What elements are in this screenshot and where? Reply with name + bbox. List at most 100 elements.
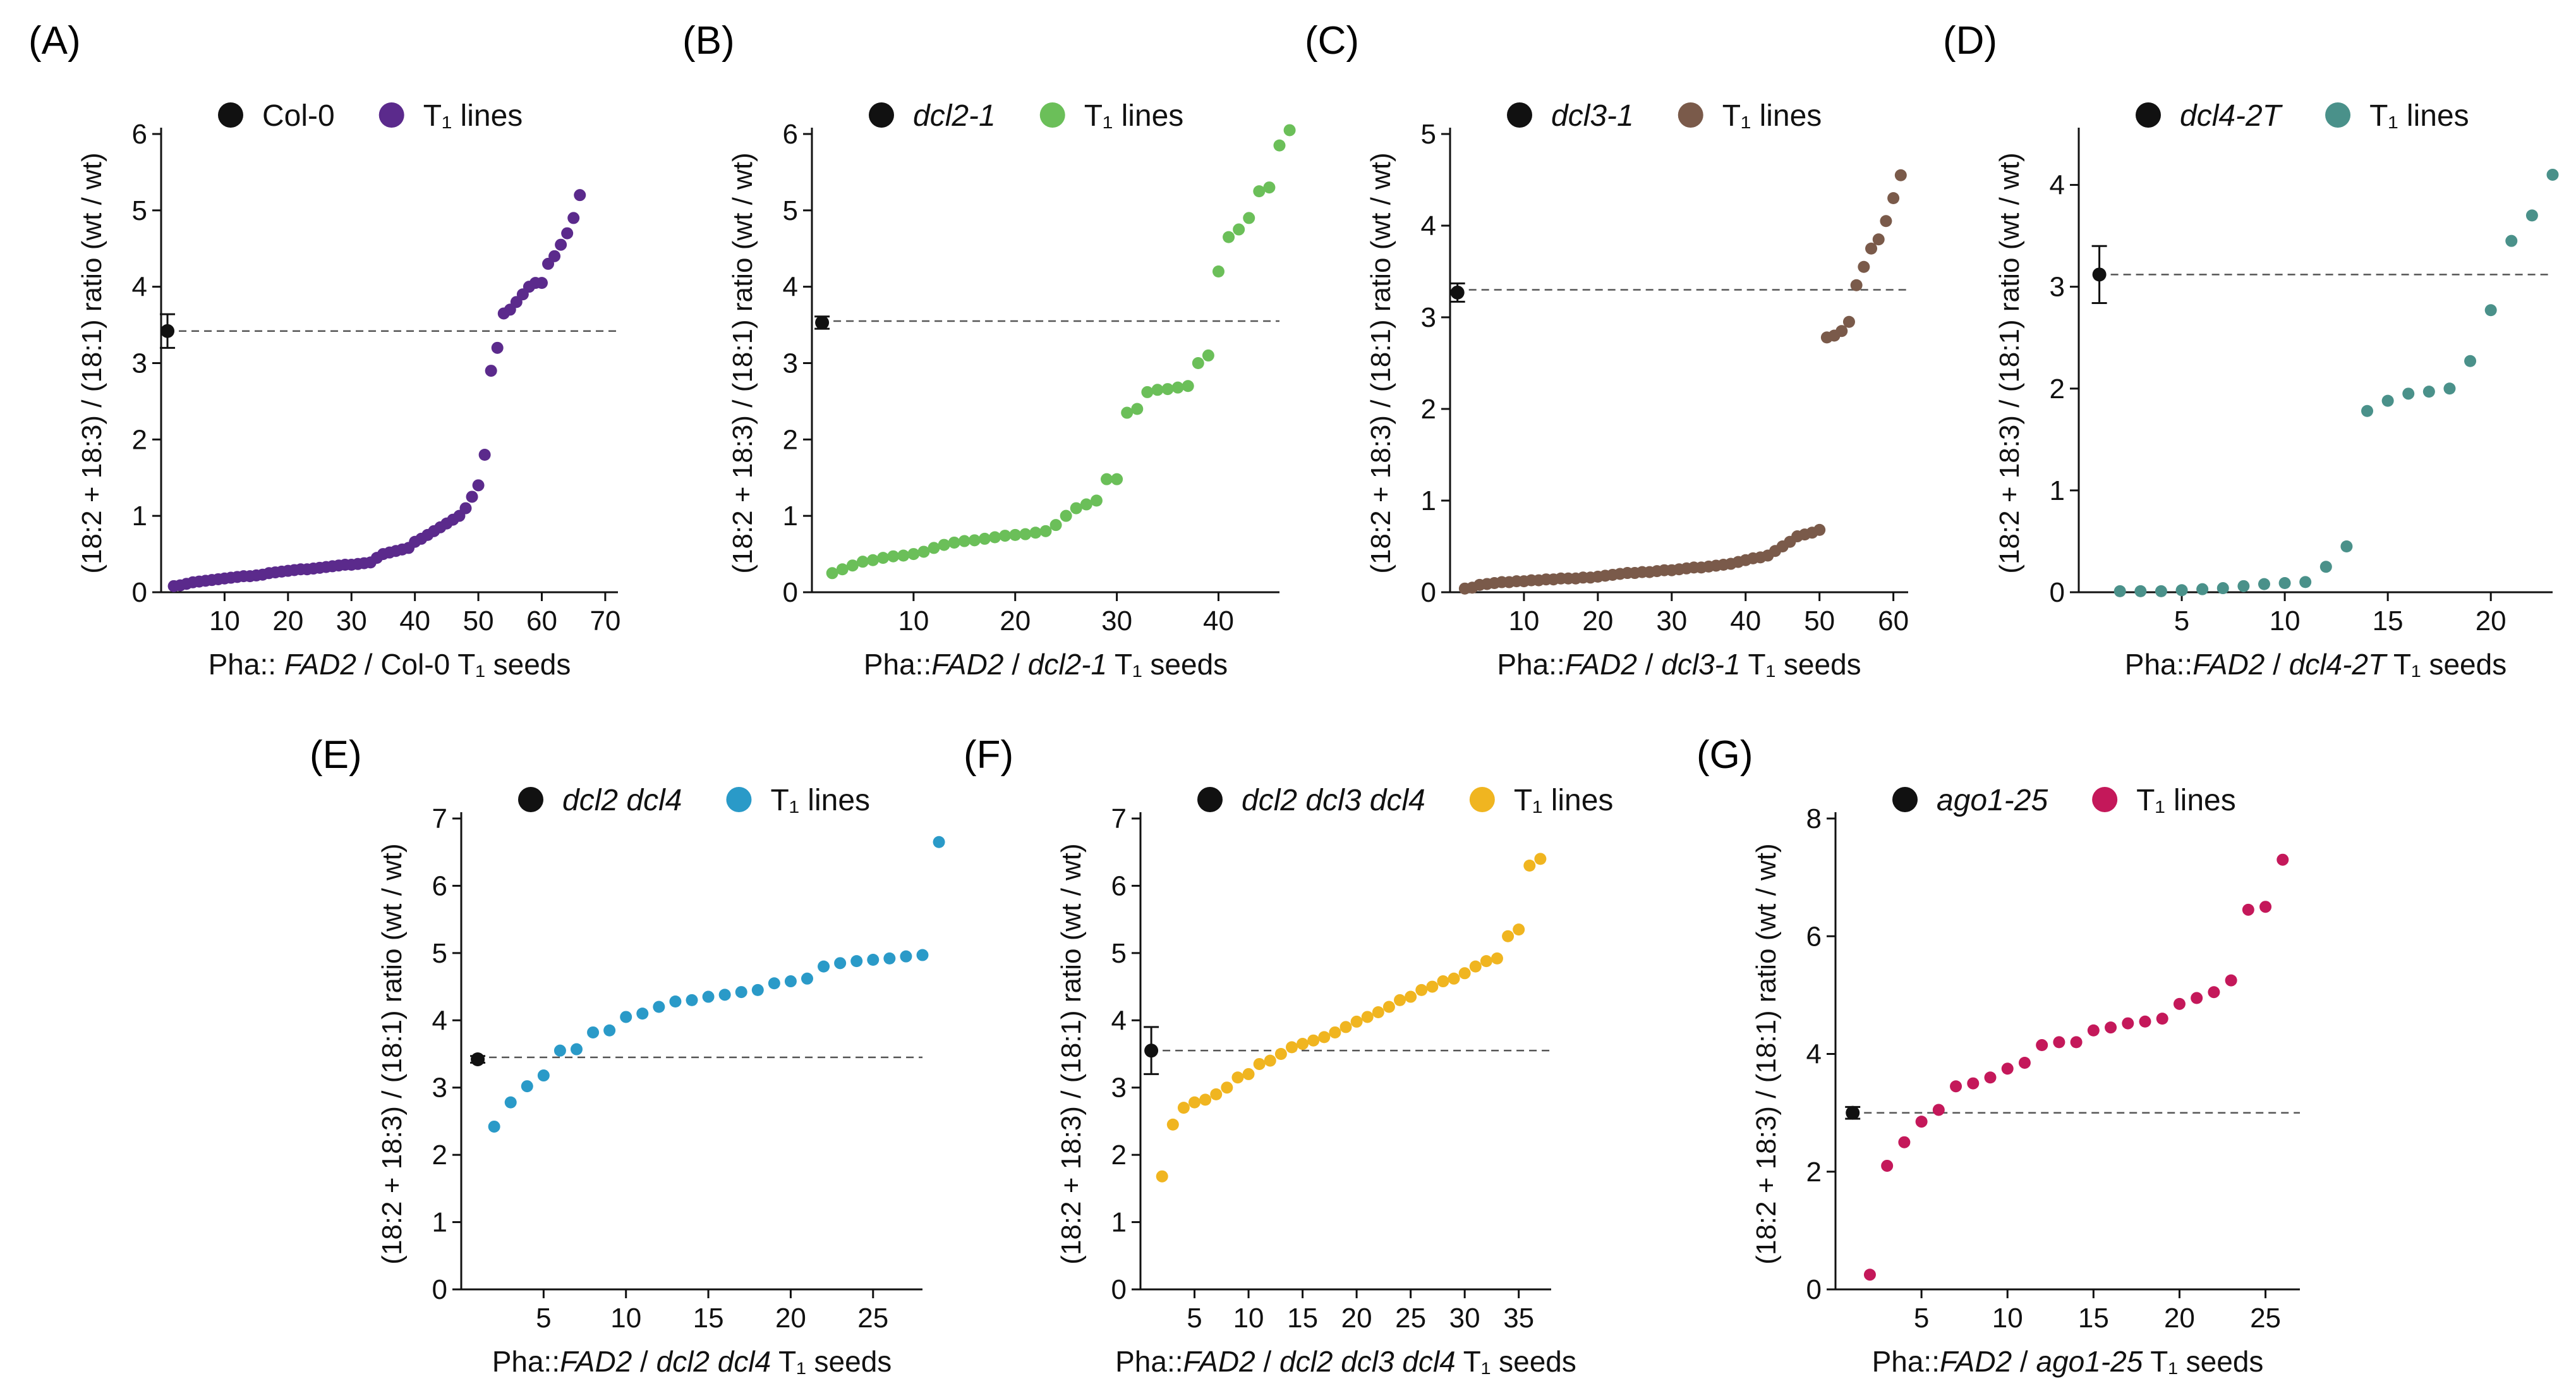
y-tick-label: 8 bbox=[1806, 803, 1822, 834]
data-point bbox=[1329, 1026, 1341, 1038]
data-point bbox=[1223, 231, 1235, 243]
data-point bbox=[877, 552, 890, 564]
control-point bbox=[471, 1052, 485, 1067]
data-point bbox=[826, 567, 838, 580]
data-point bbox=[1019, 528, 1032, 540]
y-tick-label: 7 bbox=[1111, 803, 1127, 834]
y-tick-label: 1 bbox=[132, 501, 147, 532]
data-point bbox=[1318, 1031, 1331, 1044]
data-point bbox=[2113, 585, 2126, 597]
data-point bbox=[548, 250, 561, 262]
control-point bbox=[2092, 267, 2107, 282]
data-point bbox=[2525, 209, 2538, 222]
data-point bbox=[1842, 315, 1855, 328]
legend: dcl4-2T T₁ lines bbox=[2136, 99, 2469, 133]
data-point bbox=[1221, 1081, 1233, 1094]
data-point bbox=[768, 977, 780, 990]
y-tick-label: 0 bbox=[432, 1274, 447, 1305]
legend-lines-label: T₁ lines bbox=[1722, 99, 1822, 133]
legend-control-marker bbox=[218, 102, 243, 128]
data-point bbox=[2134, 585, 2147, 597]
data-point bbox=[603, 1024, 616, 1037]
y-tick-label: 2 bbox=[1421, 394, 1436, 425]
data-point bbox=[2196, 583, 2209, 595]
legend-control-label: Col-0 bbox=[262, 99, 335, 133]
data-point bbox=[1950, 1080, 1962, 1093]
data-point bbox=[1090, 494, 1103, 507]
data-point bbox=[846, 559, 859, 572]
data-point bbox=[735, 986, 747, 999]
control-point-group bbox=[1449, 282, 1465, 303]
y-axis-label: (18:2 + 18:3) / (18:1) ratio (wt / wt) bbox=[1751, 843, 1782, 1264]
panel-a: (A) 0 1 2 3 4 5 6 10 20 30 40 50 60 70 Col-0 T₁ lines (18… bbox=[28, 19, 620, 681]
data-point bbox=[485, 365, 497, 377]
data-point bbox=[897, 549, 910, 562]
x-tick-label: 10 bbox=[1992, 1303, 2023, 1334]
x-axis-label: Pha::FAD2 / ago1-25 T₁ seeds bbox=[1872, 1345, 2264, 1378]
data-point bbox=[1202, 349, 1214, 362]
data-point bbox=[2381, 394, 2394, 407]
data-point bbox=[1192, 357, 1204, 369]
legend-lines-marker bbox=[2092, 787, 2118, 812]
y-tick-label: 3 bbox=[2050, 272, 2065, 303]
x-axis-label-suffix: T₁ seeds bbox=[1456, 1345, 1576, 1378]
data-point bbox=[1039, 525, 1052, 537]
x-tick-label: 20 bbox=[2476, 606, 2506, 636]
legend-lines-label: T₁ lines bbox=[2136, 784, 2236, 817]
x-axis-label-suffix: T₁ seeds bbox=[450, 648, 571, 681]
y-tick-label: 2 bbox=[432, 1140, 447, 1171]
data-point bbox=[2422, 386, 2435, 398]
legend: dcl2 dcl3 dcl4 T₁ lines bbox=[1197, 784, 1613, 817]
data-point bbox=[1865, 242, 1878, 255]
panel-g: (G) 0 2 4 6 8 5 10 15 20 25 ago1-25 T₁ lines (18:2 + … bbox=[1696, 733, 2300, 1378]
y-tick-label: 6 bbox=[132, 119, 147, 150]
y-tick-label: 3 bbox=[432, 1073, 447, 1104]
legend-control-label: dcl3-1 bbox=[1551, 99, 1634, 133]
x-axis-label-gene: FAD2 bbox=[1940, 1345, 2012, 1378]
data-point bbox=[1887, 192, 1900, 204]
x-tick-label: 10 bbox=[209, 606, 240, 636]
x-tick-label: 15 bbox=[693, 1303, 724, 1334]
panel-c: (C) 0 1 2 3 4 5 10 20 30 40 50 60 dcl3-1 T₁ lines (18:2… bbox=[1305, 19, 1909, 681]
data-point bbox=[1858, 260, 1870, 273]
data-point bbox=[1339, 1021, 1352, 1033]
y-tick-label: 1 bbox=[783, 501, 798, 532]
legend-lines-label: T₁ lines bbox=[1514, 784, 1614, 817]
x-tick-label: 25 bbox=[857, 1303, 888, 1334]
data-point bbox=[1111, 473, 1123, 485]
data-point bbox=[1469, 960, 1482, 973]
y-tick-label: 4 bbox=[1421, 210, 1436, 241]
data-point bbox=[553, 1044, 566, 1057]
panel-label: (C) bbox=[1305, 19, 1359, 63]
data-point bbox=[2319, 561, 2332, 573]
data-point bbox=[2070, 1036, 2083, 1049]
data-point bbox=[867, 954, 880, 966]
y-tick-label: 0 bbox=[132, 577, 147, 608]
data-point bbox=[1932, 1104, 1945, 1116]
data-point bbox=[1080, 498, 1092, 511]
x-axis-label-middle: / bbox=[2265, 648, 2289, 681]
legend: ago1-25 T₁ lines bbox=[1892, 784, 2236, 817]
data-point bbox=[1199, 1093, 1212, 1106]
x-tick-label: 5 bbox=[536, 1303, 551, 1334]
x-tick-label: 10 bbox=[2270, 606, 2301, 636]
x-tick-label: 25 bbox=[2250, 1303, 2281, 1334]
legend-lines-marker bbox=[1678, 102, 1703, 128]
data-point bbox=[537, 1069, 550, 1082]
x-tick-label: 30 bbox=[1101, 606, 1132, 636]
y-tick-label: 4 bbox=[432, 1005, 447, 1036]
x-tick-label: 5 bbox=[2174, 606, 2189, 636]
data-point bbox=[1881, 1159, 1894, 1172]
data-point bbox=[1297, 1038, 1309, 1050]
data-point bbox=[1967, 1077, 1980, 1090]
x-axis-label: Pha::FAD2 / dcl3-1 T₁ seeds bbox=[1497, 648, 1861, 681]
legend-lines-label: T₁ lines bbox=[2369, 99, 2469, 133]
data-point bbox=[1523, 860, 1536, 872]
data-point bbox=[867, 554, 880, 566]
data-point bbox=[1437, 975, 1449, 988]
x-tick-label: 25 bbox=[1395, 1303, 1426, 1334]
data-point bbox=[1161, 383, 1174, 396]
data-point bbox=[491, 341, 504, 354]
data-point bbox=[2216, 582, 2229, 595]
legend-lines-label: T₁ lines bbox=[1084, 99, 1184, 133]
